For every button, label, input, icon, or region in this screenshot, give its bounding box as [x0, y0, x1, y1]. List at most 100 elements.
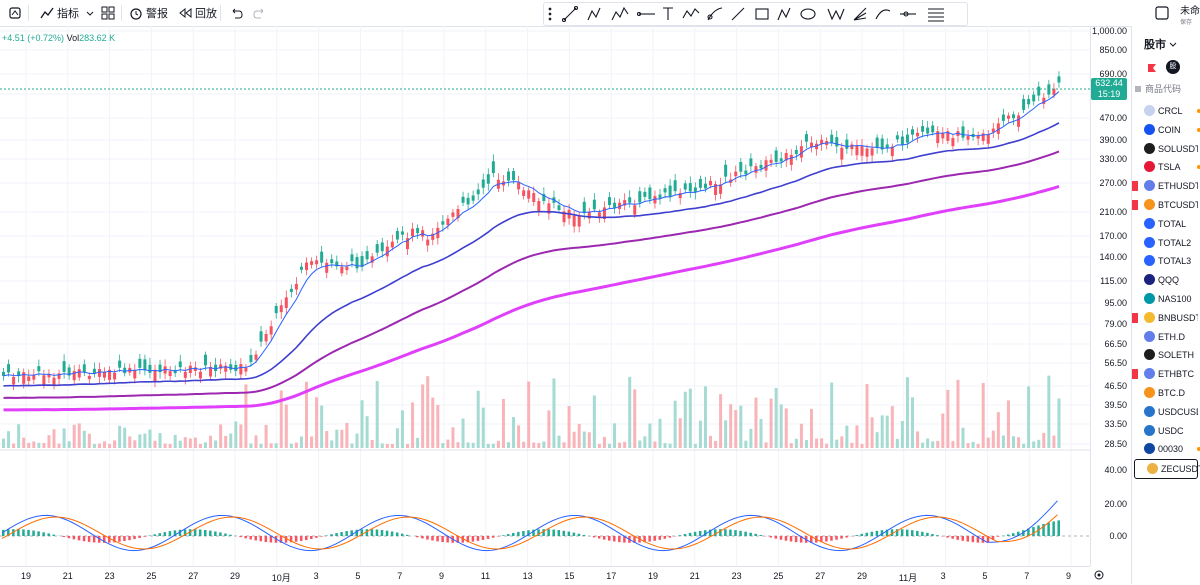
candle [664, 188, 667, 192]
volume-bar [537, 443, 540, 448]
candle [739, 162, 742, 172]
watchlist-item[interactable]: TOTAL2 [1132, 234, 1200, 252]
volume-bar [790, 443, 793, 448]
candle [330, 259, 333, 263]
watchlist-item[interactable]: BNBUSDT [1132, 309, 1200, 327]
candle [613, 203, 616, 208]
candle [689, 183, 692, 191]
flag-icon[interactable] [1132, 313, 1138, 323]
price-axis-label: 470.00 [1099, 113, 1127, 123]
symbol-logo-icon [1144, 105, 1155, 116]
candle [113, 373, 116, 380]
time-axis-label: 7 [1024, 571, 1029, 581]
histogram-bar [164, 532, 167, 536]
volume-bar [416, 438, 419, 448]
watchlist-item[interactable]: BTCUSDT [1132, 196, 1200, 214]
settings-gear-icon[interactable] [1092, 568, 1106, 585]
volume-bar [441, 443, 444, 448]
candle [1032, 95, 1035, 102]
watchlist-symbol: CRCL [1158, 106, 1198, 116]
candle [492, 161, 495, 173]
histogram-bar [775, 536, 778, 539]
watchlist-item[interactable]: QQQ [1132, 271, 1200, 289]
alert-button[interactable]: 警报 [129, 4, 168, 22]
indicators-button[interactable]: 指标 [40, 4, 79, 22]
histogram-bar [37, 531, 40, 536]
candle [765, 160, 768, 170]
volume-bar [37, 443, 40, 448]
volume-bar [810, 409, 813, 448]
volume-bar [876, 432, 879, 448]
histogram-bar [855, 535, 858, 536]
flag-icon[interactable] [1132, 181, 1138, 191]
volume-bar [487, 444, 490, 448]
watchlist-item[interactable]: TSLA [1132, 158, 1200, 176]
chevron-down-icon[interactable] [85, 4, 95, 22]
chart-pane[interactable] [0, 26, 1090, 566]
price-axis[interactable]: 1,000.00850.00690.00570.00470.00390.0033… [1090, 26, 1131, 566]
volume-bar [659, 419, 662, 448]
watchlist-item[interactable]: COIN [1132, 121, 1200, 139]
flag-icon[interactable] [1132, 200, 1138, 210]
histogram-bar [517, 532, 520, 536]
candle [204, 355, 207, 366]
rewind-icon [178, 6, 192, 20]
histogram-bar [143, 536, 146, 537]
drag-handle-icon [549, 8, 551, 20]
layout-name[interactable]: 未命 保存 [1180, 2, 1200, 20]
replay-button[interactable]: 回放 [178, 4, 217, 22]
watchlist-title[interactable]: 股市 [1144, 36, 1177, 52]
layout-square-icon[interactable] [1155, 4, 1169, 22]
volume-bar [633, 389, 636, 448]
candle [1057, 76, 1060, 82]
volume-bar [179, 441, 182, 448]
watchlist-item[interactable]: ETH.D [1132, 328, 1200, 346]
watchlist-item[interactable]: CRCL [1132, 102, 1200, 120]
candle [7, 364, 10, 372]
histogram-bar [972, 536, 975, 542]
watchlist-item[interactable]: 00030 [1132, 440, 1200, 458]
candle [467, 198, 470, 205]
flag-icon[interactable] [1147, 63, 1157, 76]
candle [724, 165, 727, 177]
volume-bar [951, 441, 954, 448]
volume-bar [255, 435, 258, 448]
undo-button[interactable] [229, 4, 243, 22]
watchlist-item[interactable]: ZECUSDT [1134, 459, 1198, 479]
volume-bar [457, 442, 460, 448]
candle [386, 247, 389, 257]
histogram-bar [679, 535, 682, 536]
watchlist-item[interactable]: ETHBTC [1132, 365, 1200, 383]
volume-bar [760, 419, 763, 448]
histogram-bar [345, 531, 348, 536]
watchlist-item[interactable]: USDC [1132, 422, 1200, 440]
candle [381, 242, 384, 251]
candle [199, 372, 202, 379]
layouts-icon[interactable] [101, 4, 115, 22]
watchlist-item[interactable]: USDCUSDT [1132, 403, 1200, 421]
flag-icon[interactable] [1132, 369, 1138, 379]
indicator-axis-label: 40.00 [1104, 465, 1127, 475]
candle [411, 229, 414, 237]
histogram-bar [128, 536, 131, 540]
watchlist-symbol: ETHBTC [1158, 369, 1198, 379]
watchlist-item[interactable]: ETHUSDT [1132, 177, 1200, 195]
window-subtitle: 保存 [1180, 17, 1192, 26]
volume-bar [896, 439, 899, 448]
watchlist-item[interactable]: SOLUSDT [1132, 140, 1200, 158]
redo-button[interactable] [253, 4, 267, 22]
watchlist-item[interactable]: NAS100 [1132, 290, 1200, 308]
watchlist-item[interactable]: BTC.D [1132, 384, 1200, 402]
volume-bar [866, 384, 869, 448]
avatar[interactable]: 股 [1166, 60, 1180, 74]
indicators-label: 指标 [57, 5, 79, 21]
watchlist-item[interactable]: TOTAL3 [1132, 252, 1200, 270]
watchlist-item[interactable]: TOTAL [1132, 215, 1200, 233]
candle [512, 171, 515, 180]
candle [911, 129, 914, 134]
price-chart[interactable] [0, 26, 1090, 566]
watchlist-item[interactable]: SOLETH [1132, 346, 1200, 364]
menu-icon[interactable] [8, 4, 22, 22]
price-axis-label: 46.50 [1104, 381, 1127, 391]
